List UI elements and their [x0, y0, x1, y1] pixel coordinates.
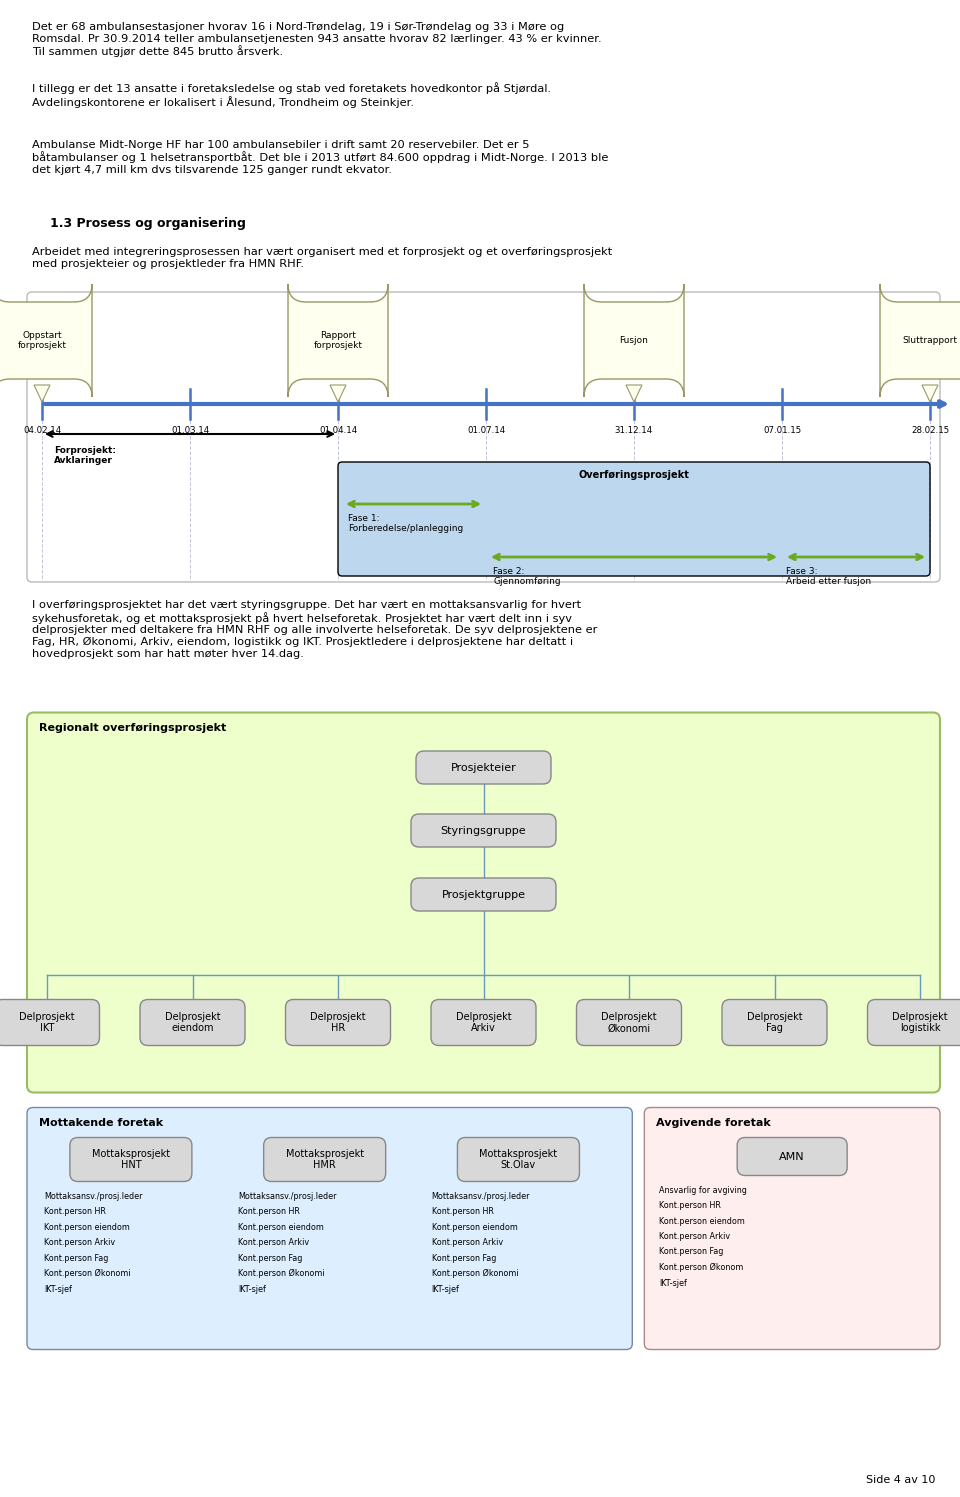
Text: Delprosjekt
Arkiv: Delprosjekt Arkiv — [456, 1012, 512, 1033]
FancyBboxPatch shape — [27, 292, 940, 582]
Text: I tillegg er det 13 ansatte i foretaksledelse og stab ved foretakets hovedkontor: I tillegg er det 13 ansatte i foretaksle… — [32, 82, 551, 108]
Text: Kont.person Fag: Kont.person Fag — [44, 1253, 108, 1262]
Text: Oppstart
forprosjekt: Oppstart forprosjekt — [17, 331, 66, 350]
FancyBboxPatch shape — [722, 1000, 827, 1045]
Text: Kont.person Arkiv: Kont.person Arkiv — [238, 1238, 309, 1247]
Text: Kont.person HR: Kont.person HR — [44, 1207, 106, 1216]
FancyBboxPatch shape — [411, 814, 556, 847]
Text: Delprosjekt
HR: Delprosjekt HR — [310, 1012, 366, 1033]
Text: IKT-sjef: IKT-sjef — [660, 1278, 687, 1287]
Text: Side 4 av 10: Side 4 av 10 — [866, 1475, 935, 1485]
FancyBboxPatch shape — [416, 751, 551, 784]
FancyBboxPatch shape — [285, 1000, 391, 1045]
Text: Delprosjekt
logistikk: Delprosjekt logistikk — [892, 1012, 948, 1033]
FancyBboxPatch shape — [737, 1138, 847, 1175]
Text: 31.12.14: 31.12.14 — [614, 427, 653, 436]
Text: Kont.person HR: Kont.person HR — [660, 1201, 721, 1210]
Text: Kont.person eiendom: Kont.person eiendom — [432, 1223, 517, 1232]
FancyBboxPatch shape — [0, 1000, 100, 1045]
FancyBboxPatch shape — [431, 1000, 536, 1045]
Text: Mottaksprosjekt
HMR: Mottaksprosjekt HMR — [285, 1148, 364, 1171]
Text: 01.04.14: 01.04.14 — [319, 427, 357, 436]
Text: Mottaksansv./prosj.leder: Mottaksansv./prosj.leder — [432, 1192, 530, 1201]
Text: Kont.person eiendom: Kont.person eiendom — [44, 1223, 130, 1232]
Polygon shape — [922, 385, 938, 403]
Text: 28.02.15: 28.02.15 — [911, 427, 949, 436]
Text: Kont.person Arkiv: Kont.person Arkiv — [432, 1238, 503, 1247]
FancyBboxPatch shape — [577, 1000, 682, 1045]
Polygon shape — [330, 385, 346, 403]
Text: 01.07.14: 01.07.14 — [467, 427, 505, 436]
FancyBboxPatch shape — [70, 1138, 192, 1181]
Polygon shape — [34, 385, 50, 403]
Text: Mottakende foretak: Mottakende foretak — [39, 1117, 163, 1127]
Text: IKT-sjef: IKT-sjef — [432, 1284, 460, 1293]
Text: Kont.person HR: Kont.person HR — [238, 1207, 300, 1216]
Text: Kont.person Økonomi: Kont.person Økonomi — [238, 1269, 324, 1278]
Text: Regionalt overføringsprosjekt: Regionalt overføringsprosjekt — [39, 723, 227, 732]
Text: Mottaksansv./prosj.leder: Mottaksansv./prosj.leder — [44, 1192, 142, 1201]
FancyBboxPatch shape — [584, 284, 684, 397]
FancyBboxPatch shape — [27, 713, 940, 1093]
FancyBboxPatch shape — [338, 463, 930, 576]
Text: Kont.person Arkiv: Kont.person Arkiv — [44, 1238, 115, 1247]
Text: Kont.person HR: Kont.person HR — [432, 1207, 493, 1216]
Text: Fase 2:
Gjennomføring: Fase 2: Gjennomføring — [493, 567, 561, 587]
Text: AMN: AMN — [780, 1151, 805, 1162]
FancyBboxPatch shape — [288, 284, 388, 397]
FancyBboxPatch shape — [880, 284, 960, 397]
Text: Delprosjekt
Økonomi: Delprosjekt Økonomi — [601, 1012, 657, 1033]
Text: Delprosjekt
eiendom: Delprosjekt eiendom — [165, 1012, 220, 1033]
Text: Fase 3:
Arbeid etter fusjon: Fase 3: Arbeid etter fusjon — [786, 567, 871, 587]
Text: Kont.person eiendom: Kont.person eiendom — [238, 1223, 324, 1232]
Text: Kont.person Fag: Kont.person Fag — [660, 1247, 724, 1256]
Text: Avgivende foretak: Avgivende foretak — [657, 1117, 771, 1127]
FancyBboxPatch shape — [411, 879, 556, 912]
Text: Fusjon: Fusjon — [619, 335, 648, 344]
Text: Forprosjekt:
Avklaringer: Forprosjekt: Avklaringer — [54, 446, 116, 466]
Text: Ambulanse Midt-Norge HF har 100 ambulansebiler i drift samt 20 reservebiler. Det: Ambulanse Midt-Norge HF har 100 ambulans… — [32, 139, 609, 175]
Text: Mottaksprosjekt
HNT: Mottaksprosjekt HNT — [92, 1148, 170, 1171]
FancyBboxPatch shape — [0, 284, 92, 397]
Text: Sluttrapport: Sluttrapport — [902, 335, 957, 344]
Text: Fase 1:
Forberedelse/planlegging: Fase 1: Forberedelse/planlegging — [348, 513, 464, 533]
Text: 07.01.15: 07.01.15 — [763, 427, 802, 436]
Text: Prosjekteier: Prosjekteier — [450, 762, 516, 772]
Polygon shape — [626, 385, 642, 403]
Text: Kont.person Fag: Kont.person Fag — [432, 1253, 496, 1262]
Text: Overføringsprosjekt: Overføringsprosjekt — [579, 470, 689, 481]
Text: Kont.person Fag: Kont.person Fag — [238, 1253, 302, 1262]
FancyBboxPatch shape — [644, 1108, 940, 1349]
FancyBboxPatch shape — [27, 1108, 633, 1349]
Text: Styringsgruppe: Styringsgruppe — [441, 825, 526, 835]
Text: Arbeidet med integreringsprosessen har vært organisert med et forprosjekt og et : Arbeidet med integreringsprosessen har v… — [32, 247, 612, 268]
Text: IKT-sjef: IKT-sjef — [44, 1284, 72, 1293]
Text: Prosjektgruppe: Prosjektgruppe — [442, 889, 525, 900]
Text: Rapport
forprosjekt: Rapport forprosjekt — [314, 331, 363, 350]
Text: 01.03.14: 01.03.14 — [171, 427, 209, 436]
Text: Kont.person Økonomi: Kont.person Økonomi — [432, 1269, 518, 1278]
Text: Kont.person eiendom: Kont.person eiendom — [660, 1217, 745, 1226]
FancyBboxPatch shape — [457, 1138, 580, 1181]
Text: Ansvarlig for avgiving: Ansvarlig for avgiving — [660, 1186, 747, 1195]
Text: Mottaksprosjekt
St.Olav: Mottaksprosjekt St.Olav — [479, 1148, 558, 1171]
Text: Delprosjekt
IKT: Delprosjekt IKT — [19, 1012, 75, 1033]
Text: Kont.person Økonom: Kont.person Økonom — [660, 1263, 744, 1272]
Text: I overføringsprosjektet har det vært styringsgruppe. Det har vært en mottaksansv: I overføringsprosjektet har det vært sty… — [32, 600, 597, 659]
Text: Det er 68 ambulansestasjoner hvorav 16 i Nord-Trøndelag, 19 i Sør-Trøndelag og 3: Det er 68 ambulansestasjoner hvorav 16 i… — [32, 22, 602, 57]
FancyBboxPatch shape — [264, 1138, 386, 1181]
Text: Kont.person Arkiv: Kont.person Arkiv — [660, 1232, 731, 1241]
Text: Delprosjekt
Fag: Delprosjekt Fag — [747, 1012, 803, 1033]
Text: 04.02.14: 04.02.14 — [23, 427, 61, 436]
FancyBboxPatch shape — [140, 1000, 245, 1045]
FancyBboxPatch shape — [868, 1000, 960, 1045]
Text: IKT-sjef: IKT-sjef — [238, 1284, 266, 1293]
Text: Kont.person Økonomi: Kont.person Økonomi — [44, 1269, 131, 1278]
Text: Mottaksansv./prosj.leder: Mottaksansv./prosj.leder — [238, 1192, 336, 1201]
Text: 1.3 Prosess og organisering: 1.3 Prosess og organisering — [50, 217, 246, 231]
